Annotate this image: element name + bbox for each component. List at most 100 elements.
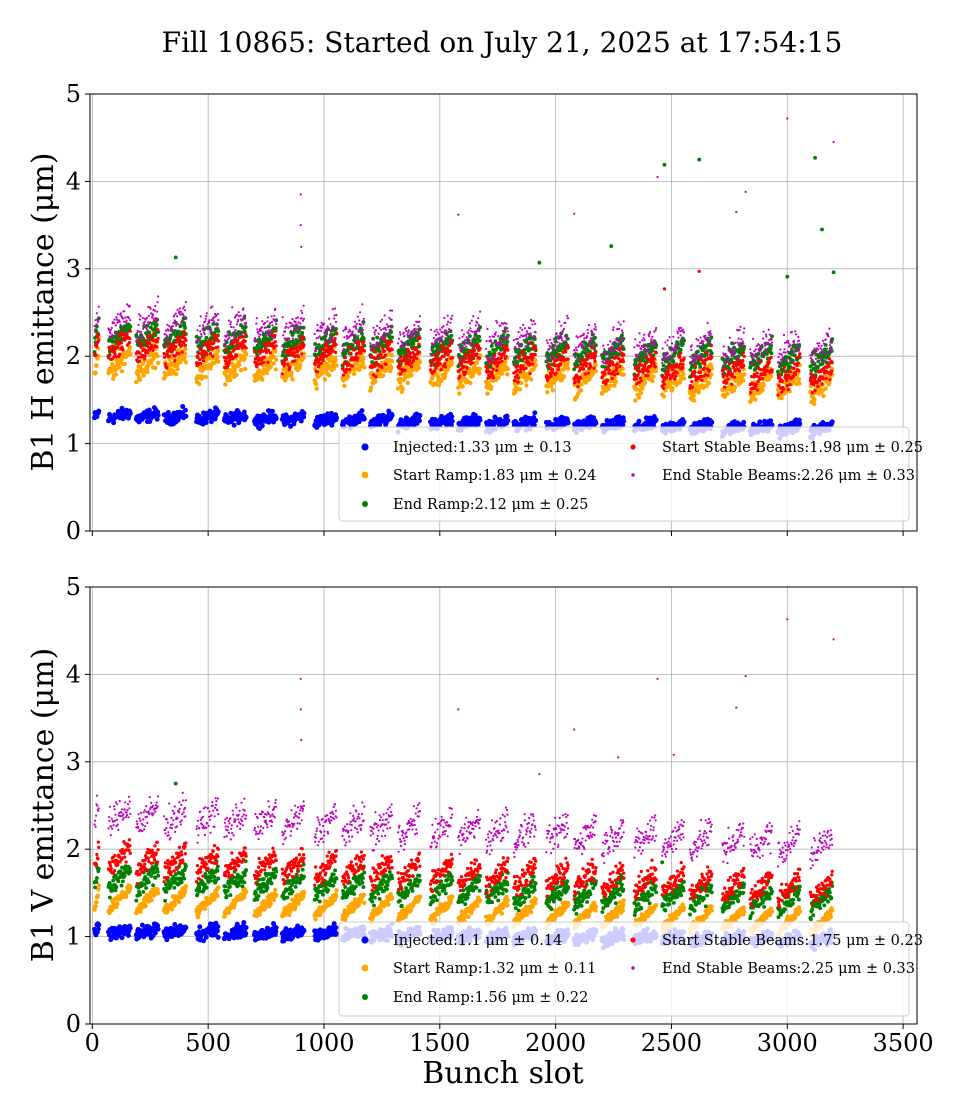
scatter-point: [171, 324, 174, 328]
scatter-point: [134, 379, 139, 385]
scatter-point: [653, 365, 657, 369]
scatter-point: [755, 388, 760, 392]
scatter-point: [94, 330, 97, 333]
scatter-point: [721, 374, 725, 379]
scatter-point: [373, 349, 378, 354]
scatter-point: [347, 367, 352, 372]
scatter-point: [375, 335, 380, 340]
scatter-point: [472, 349, 476, 353]
scatter-point: [216, 345, 220, 349]
scatter-point: [313, 342, 318, 347]
scatter-point: [730, 372, 735, 376]
scatter-point: [128, 336, 132, 341]
scatter-point: [643, 361, 648, 366]
scatter-point: [244, 332, 248, 336]
scatter-point: [781, 387, 786, 391]
scatter-point: [143, 357, 147, 361]
scatter-point: [782, 365, 787, 370]
scatter-point: [164, 333, 167, 336]
scatter-point: [113, 372, 119, 377]
scatter-point: [460, 384, 465, 389]
scatter-point: [121, 348, 125, 352]
scatter-point: [702, 366, 706, 370]
scatter-point: [143, 320, 146, 323]
scatter-point: [565, 420, 571, 426]
scatter-point: [174, 371, 179, 377]
scatter-point: [384, 362, 388, 366]
scatter-point: [573, 379, 577, 384]
scatter-point: [301, 355, 306, 360]
scatter-point: [118, 352, 122, 356]
scatter-point: [212, 360, 217, 365]
scatter-point: [119, 341, 124, 345]
scatter-point: [243, 351, 249, 357]
scatter-point: [524, 366, 528, 370]
scatter-point: [284, 357, 289, 361]
scatter-point: [374, 375, 378, 379]
scatter-point: [299, 341, 303, 345]
scatter-point: [94, 345, 99, 349]
scatter-point: [523, 355, 528, 359]
scatter-point: [515, 373, 519, 377]
scatter-point: [724, 367, 728, 371]
scatter-point: [758, 359, 763, 364]
scatter-point: [528, 363, 532, 367]
scatter-point: [140, 334, 143, 337]
scatter-point: [409, 355, 413, 359]
scatter-point: [620, 366, 625, 372]
scatter-point: [574, 365, 578, 369]
scatter-point: [300, 352, 304, 356]
scatter-point: [228, 377, 233, 383]
scatter-point: [409, 365, 414, 369]
scatter-point: [827, 380, 832, 385]
scatter-point: [121, 325, 124, 328]
scatter-point: [636, 418, 642, 424]
scatter-point: [175, 324, 178, 327]
scatter-point: [205, 353, 209, 357]
scatter-point: [198, 357, 202, 362]
scatter-point: [113, 318, 116, 321]
scatter-point: [259, 423, 265, 429]
scatter-point: [152, 331, 156, 335]
scatter-point: [216, 359, 221, 364]
scatter-point: [824, 376, 828, 381]
scatter-point: [593, 354, 598, 358]
scatter-point: [377, 422, 383, 428]
scatter-point: [414, 356, 419, 361]
scatter-point: [478, 346, 482, 351]
scatter-point: [485, 391, 490, 396]
scatter-point: [443, 365, 448, 369]
scatter-point: [97, 338, 101, 342]
scatter-point: [616, 372, 620, 376]
scatter-point: [767, 360, 771, 364]
scatter-point: [820, 382, 824, 386]
scatter-point: [720, 368, 725, 373]
scatter-point: [238, 368, 244, 373]
scatter-point: [273, 367, 278, 372]
scatter-point: [465, 366, 469, 370]
scatter-point: [607, 371, 611, 376]
scatter-point: [334, 343, 338, 347]
scatter-point: [155, 328, 160, 332]
scatter-point: [319, 361, 323, 365]
scatter-point: [723, 385, 727, 389]
scatter-point: [785, 383, 789, 388]
scatter-point: [439, 368, 443, 372]
scatter-point: [707, 368, 712, 373]
scatter-point: [546, 378, 550, 382]
scatter-point: [638, 360, 642, 364]
scatter-point: [282, 362, 287, 366]
scatter-point: [113, 321, 116, 324]
scatter-point: [671, 359, 676, 364]
scatter-point: [760, 387, 765, 393]
scatter-point: [607, 368, 612, 372]
scatter-point: [334, 332, 339, 336]
scatter-point: [216, 329, 221, 334]
scatter-point: [464, 370, 468, 374]
scatter-point: [314, 386, 319, 391]
scatter-point: [155, 344, 159, 349]
scatter-point: [561, 374, 567, 379]
scatter-point: [621, 372, 626, 377]
scatter-point: [757, 377, 762, 382]
scatter-point: [125, 319, 128, 322]
